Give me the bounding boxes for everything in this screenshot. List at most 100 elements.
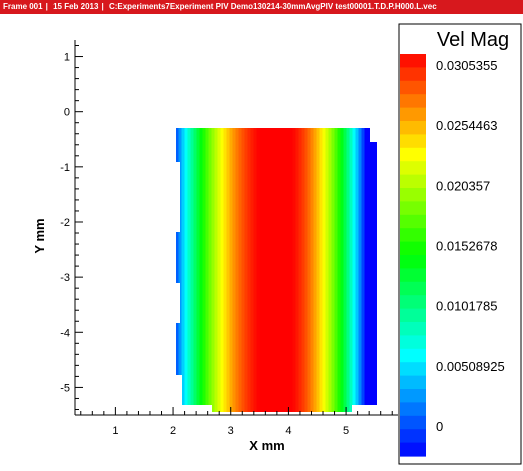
frame-file: C:Experiments7Experiment PIV Demo130214-… bbox=[108, 2, 437, 11]
y-tick-label: -3 bbox=[60, 272, 70, 284]
colorbar-segment bbox=[400, 121, 426, 135]
colorbar-segment bbox=[400, 389, 426, 403]
contour-field bbox=[158, 104, 377, 414]
contour-band bbox=[325, 128, 329, 412]
contour-band bbox=[178, 128, 182, 412]
colorbar-segment bbox=[400, 174, 426, 189]
colorbar-segment bbox=[400, 348, 426, 363]
contour-band bbox=[268, 128, 272, 412]
contour-band bbox=[367, 128, 371, 412]
contour-band bbox=[158, 104, 162, 414]
contour-band bbox=[217, 128, 221, 412]
contour-band bbox=[241, 128, 245, 412]
y-axis-label: Y mm bbox=[32, 218, 47, 253]
contour-band bbox=[232, 128, 236, 412]
legend: Vel Mag 0.0305355 0.0254463 0.020357 0.0152… bbox=[398, 23, 522, 465]
y-tick-label: -5 bbox=[60, 382, 70, 394]
contour-band bbox=[247, 128, 251, 412]
contour-band bbox=[170, 104, 174, 414]
colorbar-segment bbox=[400, 161, 426, 176]
contour-band bbox=[355, 128, 359, 412]
colorbar-segment bbox=[400, 94, 426, 109]
contour-band bbox=[310, 128, 314, 412]
contour-band bbox=[307, 128, 311, 412]
legend-value: 0.0254463 bbox=[436, 118, 497, 133]
x-tick-label: 3 bbox=[228, 425, 234, 437]
contour-band bbox=[199, 128, 203, 412]
contour-band bbox=[211, 128, 215, 412]
contour-band bbox=[250, 128, 254, 412]
colorbar-segment bbox=[400, 147, 426, 162]
legend-value: 0.0101785 bbox=[436, 299, 497, 314]
colorbar-segment bbox=[400, 322, 426, 336]
contour-band bbox=[265, 128, 269, 412]
contour-band bbox=[289, 128, 293, 412]
contour-band bbox=[298, 128, 302, 412]
contour-band bbox=[304, 128, 308, 412]
legend-value: 0.020357 bbox=[436, 178, 490, 193]
contour-band bbox=[352, 128, 356, 412]
contour-band bbox=[337, 128, 341, 412]
contour-band bbox=[190, 128, 194, 412]
contour-band bbox=[167, 104, 171, 414]
colorbar-segment bbox=[400, 107, 426, 122]
contour-band bbox=[193, 128, 197, 412]
contour-band bbox=[271, 128, 275, 412]
contour-band bbox=[235, 128, 239, 412]
legend-title: Vel Mag bbox=[437, 29, 509, 51]
contour-band bbox=[286, 128, 290, 412]
frame-number: Frame 001 bbox=[3, 2, 43, 11]
colorbar-segment bbox=[400, 67, 426, 82]
x-tick-label: 2 bbox=[170, 425, 176, 437]
x-tick-label: 4 bbox=[285, 425, 291, 437]
contour-band bbox=[322, 128, 326, 412]
contour-band bbox=[301, 128, 305, 412]
colorbar-segment bbox=[400, 214, 426, 229]
contour-band bbox=[319, 128, 323, 412]
contour-band bbox=[164, 104, 168, 414]
contour-band bbox=[340, 128, 344, 412]
contour-band bbox=[274, 128, 278, 412]
contour-band bbox=[184, 128, 188, 412]
contour-band bbox=[256, 128, 260, 412]
contour-band bbox=[202, 128, 206, 412]
contour-band bbox=[220, 128, 224, 412]
contour-band bbox=[181, 128, 185, 412]
y-tick-label: 1 bbox=[64, 52, 70, 64]
contour-band bbox=[205, 128, 209, 412]
contour-band bbox=[283, 128, 287, 412]
colorbar-segment bbox=[400, 429, 426, 444]
contour-band bbox=[313, 128, 317, 412]
contour-band bbox=[349, 128, 353, 412]
contour-band bbox=[295, 128, 299, 412]
contour-band bbox=[208, 128, 212, 412]
frame-header: Frame 001 | 15 Feb 2013 | C:Experiments7Ex… bbox=[0, 0, 523, 14]
contour-band bbox=[226, 128, 230, 412]
colorbar-segment bbox=[400, 268, 426, 283]
contour-band bbox=[364, 128, 368, 412]
contour-band bbox=[187, 128, 191, 412]
colorbar-segment bbox=[400, 80, 426, 95]
x-tick-label: 5 bbox=[343, 425, 349, 437]
contour-band bbox=[253, 128, 257, 412]
contour-band bbox=[358, 128, 362, 412]
contour-band bbox=[173, 104, 177, 414]
colorbar-segment bbox=[400, 241, 426, 256]
contour-band bbox=[346, 128, 350, 412]
x-axis-label: X mm bbox=[249, 438, 284, 453]
legend-value: 0.00508925 bbox=[436, 359, 505, 374]
legend-value: 0.0152678 bbox=[436, 239, 497, 254]
colorbar-segment bbox=[400, 188, 426, 202]
colorbar-segment bbox=[400, 134, 426, 149]
contour-band bbox=[244, 128, 248, 412]
y-tick-label: -4 bbox=[60, 327, 70, 339]
colorbar-segment bbox=[400, 295, 426, 310]
contour-band bbox=[223, 128, 227, 412]
colorbar-segment bbox=[400, 335, 426, 350]
colorbar-segment bbox=[400, 375, 426, 390]
legend-colorbar bbox=[400, 54, 426, 457]
colorbar-segment bbox=[400, 54, 426, 68]
colorbar-segment bbox=[400, 362, 426, 377]
x-tick-label: 1 bbox=[112, 425, 118, 437]
